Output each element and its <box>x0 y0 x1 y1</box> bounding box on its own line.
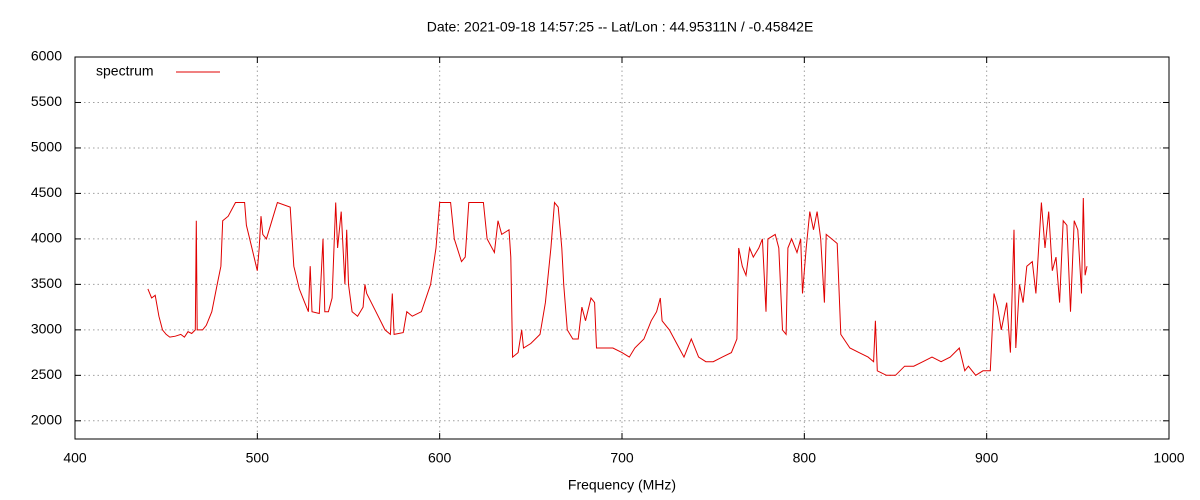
x-tick-label: 600 <box>428 450 452 466</box>
legend-label: spectrum <box>96 63 154 79</box>
y-tick-label: 2000 <box>31 412 62 428</box>
y-tick-label: 4000 <box>31 230 62 246</box>
x-tick-label: 900 <box>975 450 999 466</box>
x-tick-label: 700 <box>610 450 634 466</box>
y-tick-label: 3500 <box>31 275 62 291</box>
x-tick-label: 400 <box>63 450 87 466</box>
x-tick-label: 1000 <box>1153 450 1184 466</box>
y-tick-label: 5500 <box>31 93 62 109</box>
plot-frame <box>74 56 1170 440</box>
y-tick-label: 3000 <box>31 321 62 337</box>
y-tick-label: 6000 <box>31 48 62 64</box>
y-tick-label: 2500 <box>31 366 62 382</box>
y-tick-label: 4500 <box>31 184 62 200</box>
y-tick-label: 5000 <box>31 139 62 155</box>
x-axis-label: Frequency (MHz) <box>568 477 676 493</box>
x-tick-label: 500 <box>246 450 270 466</box>
chart-title: Date: 2021-09-18 14:57:25 -- Lat/Lon : 4… <box>427 19 814 35</box>
x-tick-label: 800 <box>793 450 817 466</box>
series-line <box>147 197 1088 376</box>
